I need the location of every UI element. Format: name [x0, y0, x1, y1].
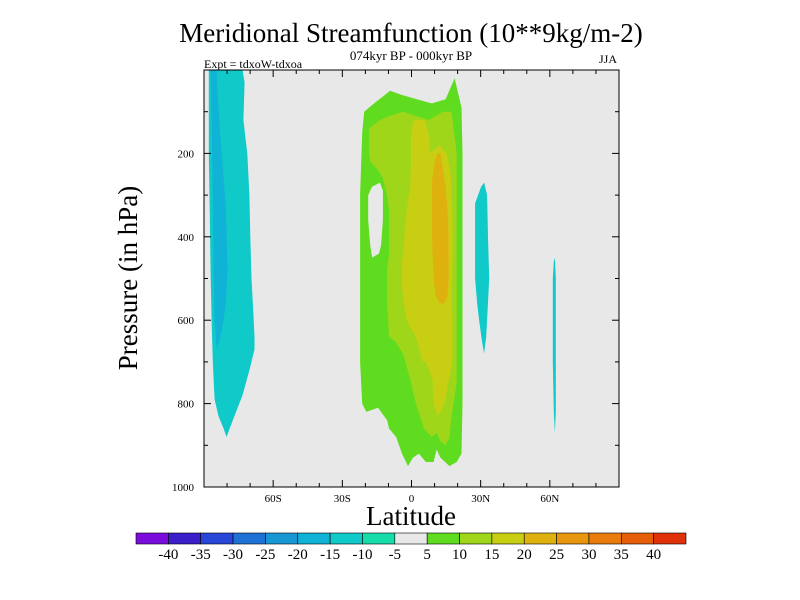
colorbar-swatch — [491, 532, 525, 545]
x-tick-label: 30S — [334, 493, 351, 505]
experiment-label: Expt = tdxoW-tdxoa — [204, 57, 303, 71]
contour-region-2 — [210, 70, 228, 350]
colorbar: -40 -35 -30 -25 -20 -15 -10 -5 5 10 15 20 25 30 35 40 — [135, 532, 687, 563]
colorbar-label: -10 — [352, 547, 372, 563]
contour-fills — [208, 70, 556, 467]
colorbar-swatch — [135, 532, 169, 545]
colorbar-label: -35 — [191, 547, 211, 563]
colorbar-swatch — [426, 532, 460, 545]
colorbar-label: -25 — [255, 547, 275, 563]
colorbar-label: 25 — [549, 547, 564, 563]
contour-region-3 — [475, 182, 490, 354]
colorbar-label: -5 — [389, 547, 402, 563]
colorbar-label: 15 — [484, 547, 499, 563]
colorbar-swatch — [168, 532, 202, 545]
colorbar-label: -30 — [223, 547, 243, 563]
colorbar-swatch — [329, 532, 363, 545]
colorbar-swatch — [265, 532, 299, 545]
y-axis: 200 400 600 800 1000 — [172, 111, 619, 494]
colorbar-label: 35 — [614, 547, 629, 563]
colorbar-swatch — [362, 532, 396, 545]
colorbar-label: -15 — [320, 547, 340, 563]
colorbar-swatch — [459, 532, 493, 545]
contour-region-4 — [552, 257, 556, 433]
colorbar-label: 30 — [581, 547, 596, 563]
y-tick-label: 400 — [178, 232, 195, 244]
colorbar-swatch — [297, 532, 331, 545]
contour-region-9 — [431, 153, 449, 304]
colorbar-swatch — [394, 532, 428, 545]
x-tick-label: 0 — [409, 493, 415, 505]
chart-subtitle: 074kyr BP - 000kyr BP — [350, 48, 472, 63]
colorbar-swatch — [620, 532, 654, 545]
chart-title: Meridional Streamfunction (10**9kg/m-2) — [179, 18, 642, 48]
colorbar-swatch — [523, 532, 557, 545]
x-tick-label: 30N — [471, 493, 490, 505]
x-axis: 60S 30S 0 30N 60N — [226, 70, 597, 505]
x-tick-label: 60S — [265, 493, 282, 505]
season-label: JJA — [599, 52, 617, 66]
colorbar-swatch — [556, 532, 590, 545]
x-axis-label: Latitude — [366, 501, 456, 531]
y-tick-label: 600 — [178, 315, 195, 327]
colorbar-swatch — [232, 532, 266, 545]
colorbar-label: -40 — [158, 547, 178, 563]
y-tick-label: 800 — [178, 399, 195, 411]
x-tick-label: 60N — [540, 493, 559, 505]
colorbar-label: 10 — [452, 547, 467, 563]
colorbar-label: 40 — [646, 547, 661, 563]
colorbar-swatch — [653, 532, 687, 545]
colorbar-label: 20 — [517, 547, 532, 563]
contour-region-6 — [368, 182, 383, 258]
y-tick-label: 1000 — [172, 482, 195, 494]
y-axis-label: Pressure (in hPa) — [113, 186, 143, 370]
colorbar-swatch — [200, 532, 234, 545]
colorbar-label: -20 — [288, 547, 308, 563]
colorbar-swatch — [588, 532, 622, 545]
y-tick-label: 200 — [178, 148, 195, 160]
colorbar-label: 5 — [423, 547, 431, 563]
